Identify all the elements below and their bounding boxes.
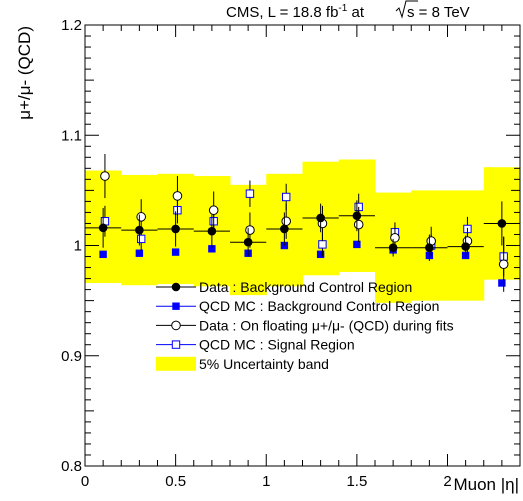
x-axis-label: Muon |η|: [453, 475, 519, 494]
sqrt-sign: [395, 0, 418, 19]
legend-label: QCD MC : Signal Region: [199, 337, 355, 353]
data-point: [316, 250, 325, 259]
data-point: [353, 219, 364, 230]
title-mid: at: [347, 4, 365, 21]
legend-entry-0: Data : Background Control Region: [156, 279, 412, 295]
legend-entry-2: Data : On floating μ+/μ- (QCD) during fi…: [156, 317, 454, 333]
data-point: [171, 282, 181, 292]
legend-label: QCD MC : Background Control Region: [199, 298, 439, 314]
data-point: [99, 250, 107, 259]
axes: 0 0.5 1 1.5 2 0.8 0.9 1 1.1 1.2: [61, 17, 520, 490]
legend-label: Data : On floating μ+/μ- (QCD) during fi…: [199, 317, 454, 333]
data-point: [352, 211, 362, 221]
legend-band-swatch: [156, 356, 196, 371]
data-point: [281, 192, 291, 202]
data-point: [135, 225, 144, 235]
data-point: [390, 232, 400, 243]
data-point: [318, 240, 327, 249]
data-point: [135, 249, 144, 257]
data-point: [171, 224, 180, 234]
title-sqrt-argument: s = 8 TeV: [407, 4, 470, 21]
legend: Data : Background Control Region QCD MC :…: [156, 279, 454, 372]
y-tick-label: 1.2: [61, 17, 82, 34]
x-tick-label: 0.5: [165, 473, 186, 490]
y-tick-label: 0.9: [61, 348, 82, 365]
y-axis-label: μ+/μ- (QCD): [15, 26, 34, 120]
x-tick-label: 2: [443, 473, 451, 490]
y-tick-label: 0.8: [61, 458, 82, 475]
data-point: [280, 224, 289, 234]
data-point: [425, 243, 434, 253]
data-point: [316, 213, 325, 223]
legend-entry-3: QCD MC : Signal Region: [156, 337, 355, 353]
data-point: [388, 243, 398, 253]
data-point: [100, 171, 110, 181]
data-point: [171, 248, 180, 256]
y-tick-label: 1.1: [61, 127, 82, 144]
data-point: [498, 259, 509, 270]
data-point: [136, 234, 146, 244]
x-tick-label: 0: [81, 473, 89, 490]
series-0: [85, 200, 520, 261]
data-point: [208, 245, 216, 253]
data-point: [353, 240, 361, 249]
legend-label: Data : Background Control Region: [199, 279, 412, 295]
x-tick-label: 1: [262, 473, 270, 490]
data-point: [208, 205, 219, 216]
legend-label: 5% Uncertainty band: [199, 356, 329, 372]
data-point: [497, 219, 507, 228]
data-point: [461, 242, 470, 251]
svg-text:CMS, L = 18.8 fb-1 at: CMS, L = 18.8 fb-1 at: [226, 3, 365, 21]
chart-title: CMS, L = 18.8 fb-1 at s = 8 TeV: [226, 0, 470, 21]
data-point: [498, 279, 506, 287]
data-point: [98, 223, 108, 233]
title-superscript: -1: [338, 3, 347, 14]
legend-entry-1: QCD MC : Background Control Region: [156, 298, 439, 314]
data-point: [172, 302, 180, 310]
data-point: [172, 191, 183, 201]
data-point: [243, 237, 253, 247]
legend-entry-band: 5% Uncertainty band: [156, 356, 329, 372]
data-point: [245, 225, 255, 235]
data-point: [136, 212, 146, 222]
data-series: [85, 153, 520, 292]
data-point: [207, 226, 217, 236]
data-point: [281, 216, 291, 227]
data-point: [245, 189, 255, 198]
title-main: CMS, L = 18.8 fb: [226, 4, 338, 21]
x-tick-label: 1.5: [346, 473, 367, 490]
y-tick-label: 1: [74, 238, 82, 255]
data-point: [171, 340, 181, 349]
data-point: [171, 320, 181, 331]
